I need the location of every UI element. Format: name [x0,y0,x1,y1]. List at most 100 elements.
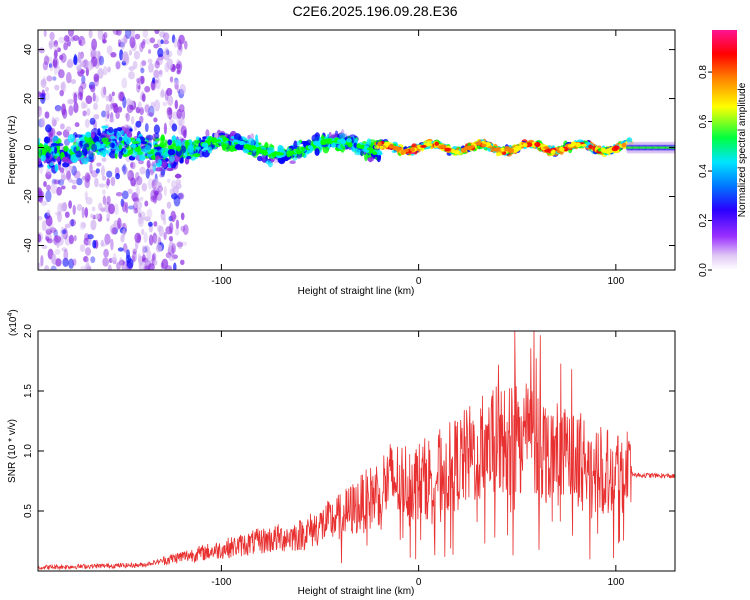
y-tick-label: 2.0 [23,324,34,338]
spectrogram-cell [44,54,49,64]
spectrogram-cell [124,55,129,63]
spectrogram-cell [110,256,118,264]
spectrogram-cell [174,173,182,179]
spectrogram-cell [177,242,183,250]
spectrogram-cell [514,145,522,150]
spectrogram-cell [178,192,185,200]
spectrogram-cell [61,174,67,181]
spectrogram-cell [580,143,587,147]
spectrogram-cell [588,144,593,149]
spectrogram-cell [153,259,158,266]
spectrogram-cell [81,158,89,165]
colorbar-tick-label: 0.6 [698,114,709,128]
spectrogram-cell [107,126,114,134]
spectrogram-cell [148,221,153,227]
spectrogram-cell [101,189,106,195]
spectrogram-cell [409,147,416,152]
spectrogram-cell [95,168,100,174]
spectrogram-cell [62,162,70,168]
spectrogram-cell [110,238,114,251]
spectrogram-cell [148,234,154,246]
spectrogram-cell [454,150,459,154]
spectrogram-cell [141,228,145,236]
spectrogram-cell [40,255,44,267]
spectrogram-cell [122,96,127,109]
spectrogram-cell [66,170,71,181]
spectrogram-cell [117,91,124,102]
spectrogram-cell [82,147,88,156]
spectrogram-cell [154,60,160,69]
spectrogram-cell [359,149,364,157]
spectrogram-cell [120,130,125,135]
spectrogram-cell [68,165,73,172]
spectrogram-cell [108,93,113,102]
spectrogram-cell [38,215,43,221]
spectrogram-cell [141,60,147,67]
snr-y-label: SNR (10 * v/v) [7,419,18,483]
spectrogram-cell [602,149,609,153]
spectrogram-cell [129,128,133,132]
spectrogram-cell [126,258,134,269]
spectrogram-cell [160,208,165,215]
spectrogram-cell [106,45,113,55]
spectrogram-cell [117,39,121,48]
spectrogram-cell [90,131,95,139]
spectrogram-cell [68,258,75,269]
snr-y-ticks: 0.5 1.0 1.5 2.0 [23,324,675,518]
spectrogram-cell [522,142,528,148]
spectrogram-cell [117,247,124,252]
spectrogram-cell [79,244,86,253]
spectrogram-cell [119,49,124,61]
y-tick-label: 1.5 [23,384,34,398]
spectrogram-cell [122,228,126,237]
spectrogram-cell [169,188,175,195]
spectrogram-cell [76,177,83,186]
spectrogram-cell [97,131,102,136]
spectrogram-cell [168,235,173,242]
spectrogram-cell [233,133,242,141]
spectrogram-cell [118,257,124,269]
spectrogram-cell [277,157,286,164]
spectrogram-cell [85,95,93,105]
spectrogram-cell [63,249,69,261]
spectrogram-cell [42,61,49,71]
spectrogram-cell [54,146,58,154]
spectrogram-cell [184,40,188,50]
spectrogram-cell [170,210,177,223]
colorbar-tick-label: 0.2 [698,213,709,227]
spectrogram-cell [173,37,178,48]
spectrogram-cell [195,136,200,141]
spectrogram-cell [38,140,41,146]
spectrogram-cell [86,265,92,270]
spectrogram-cell [144,200,149,207]
spectrogram-cell [67,133,76,143]
spectrogram-cell [62,257,69,268]
spectrogram-cell [54,163,59,172]
spectrogram-cell [45,228,53,235]
spectrogram-cell [93,113,100,120]
spectrogram-cell [54,248,61,256]
snr-panel: -100 0 100 0.5 1.0 1.5 2.0 Height of straight… [7,309,676,597]
spectrogram-cell [172,155,181,163]
spectrogram-cell [45,236,50,241]
spectrogram-cell [94,213,101,220]
spectrogram-cell [45,91,50,101]
spectrogram-cell [153,79,159,84]
spectrogram-cell [65,72,72,84]
spectrogram-cell [337,139,343,143]
spectrogram-cell [101,110,107,118]
spectrogram-cell [91,206,96,212]
spectrogram-cell [187,144,193,149]
spectrogram-cell [139,154,146,161]
spectrogram-cell [46,226,53,232]
spectrogram-cell [550,150,556,155]
spectrogram-cell [84,172,91,183]
spectrogram-cell [117,106,123,113]
spectrogram-cell [320,139,326,145]
spectrogram-cell [71,184,77,190]
spectrogram-cell [75,138,80,147]
spectrogram-cell [130,177,137,187]
spectrogram-cell [141,93,146,102]
spectrogram-cell [61,229,67,235]
spectrogram-cell [84,247,92,256]
